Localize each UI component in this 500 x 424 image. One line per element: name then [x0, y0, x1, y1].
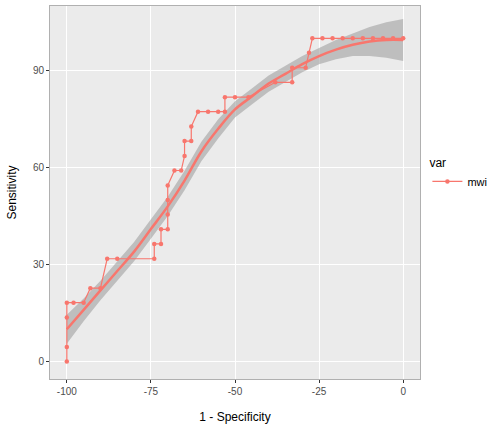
svg-text:-100: -100 [57, 386, 77, 397]
svg-text:90: 90 [33, 65, 45, 76]
svg-text:1 - Specificity: 1 - Specificity [199, 410, 270, 424]
svg-text:-50: -50 [228, 386, 243, 397]
svg-text:0: 0 [400, 386, 406, 397]
svg-text:var: var [429, 156, 446, 170]
svg-text:mwi: mwi [467, 176, 487, 188]
svg-text:-25: -25 [312, 386, 327, 397]
svg-text:Sensitivity: Sensitivity [5, 165, 19, 219]
svg-text:60: 60 [33, 162, 45, 173]
svg-text:30: 30 [33, 259, 45, 270]
svg-text:0: 0 [38, 356, 44, 367]
svg-text:-75: -75 [144, 386, 159, 397]
